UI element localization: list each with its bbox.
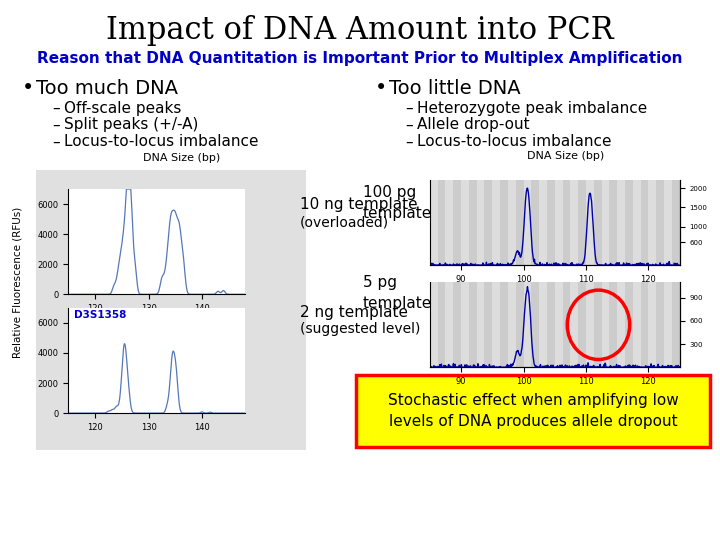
Text: Off-scale peaks: Off-scale peaks bbox=[64, 100, 181, 116]
Bar bbox=[617, 180, 625, 265]
Text: •: • bbox=[22, 78, 35, 98]
Bar bbox=[602, 180, 609, 265]
Text: Allele drop-out: Allele drop-out bbox=[417, 118, 530, 132]
Text: Locus-to-locus imbalance: Locus-to-locus imbalance bbox=[64, 134, 258, 150]
Bar bbox=[539, 180, 547, 265]
Bar bbox=[461, 282, 469, 367]
Bar bbox=[477, 180, 485, 265]
Text: Impact of DNA Amount into PCR: Impact of DNA Amount into PCR bbox=[106, 15, 614, 45]
Text: Heterozygote peak imbalance: Heterozygote peak imbalance bbox=[417, 100, 647, 116]
FancyBboxPatch shape bbox=[356, 375, 710, 447]
Text: Too much DNA: Too much DNA bbox=[36, 78, 178, 98]
Bar bbox=[430, 282, 438, 367]
Bar bbox=[649, 282, 656, 367]
Bar bbox=[554, 282, 562, 367]
Bar bbox=[649, 180, 656, 265]
Text: 2 ng template: 2 ng template bbox=[300, 305, 408, 320]
Text: Too little DNA: Too little DNA bbox=[389, 78, 521, 98]
Bar bbox=[477, 282, 485, 367]
Bar bbox=[461, 180, 469, 265]
Bar bbox=[664, 282, 672, 367]
Bar bbox=[633, 282, 641, 367]
Bar bbox=[570, 282, 578, 367]
Text: Relative Fluorescence (RFUs): Relative Fluorescence (RFUs) bbox=[13, 206, 23, 357]
Text: –: – bbox=[405, 100, 413, 116]
Bar bbox=[664, 180, 672, 265]
Bar bbox=[586, 180, 594, 265]
Text: •: • bbox=[375, 78, 387, 98]
Bar bbox=[554, 180, 562, 265]
Text: –: – bbox=[405, 134, 413, 150]
Text: 5 pg
template: 5 pg template bbox=[363, 275, 432, 311]
Text: Locus-to-locus imbalance: Locus-to-locus imbalance bbox=[417, 134, 611, 150]
Bar bbox=[523, 282, 531, 367]
Text: Stochastic effect when amplifying low
levels of DNA produces allele dropout: Stochastic effect when amplifying low le… bbox=[387, 393, 678, 429]
Bar bbox=[633, 180, 641, 265]
Text: –: – bbox=[405, 118, 413, 132]
FancyBboxPatch shape bbox=[36, 170, 306, 450]
Text: Split peaks (+/-A): Split peaks (+/-A) bbox=[64, 118, 199, 132]
Bar bbox=[446, 180, 454, 265]
Text: DNA Size (bp): DNA Size (bp) bbox=[143, 153, 220, 163]
Bar bbox=[492, 282, 500, 367]
Bar bbox=[523, 180, 531, 265]
Bar bbox=[446, 282, 454, 367]
Text: –: – bbox=[52, 134, 60, 150]
Bar bbox=[492, 180, 500, 265]
Text: 100 pg
template: 100 pg template bbox=[363, 185, 432, 221]
Text: –: – bbox=[52, 100, 60, 116]
Text: –: – bbox=[52, 118, 60, 132]
Bar bbox=[602, 282, 609, 367]
Text: 10 ng template: 10 ng template bbox=[300, 198, 418, 213]
Bar bbox=[508, 180, 516, 265]
Bar bbox=[430, 180, 438, 265]
Text: Reason that DNA Quantitation is Important Prior to Multiplex Amplification: Reason that DNA Quantitation is Importan… bbox=[37, 51, 683, 65]
Text: DNA Size (bp): DNA Size (bp) bbox=[527, 151, 605, 161]
Bar bbox=[586, 282, 594, 367]
Text: (overloaded): (overloaded) bbox=[300, 215, 389, 229]
Text: D3S1358: D3S1358 bbox=[73, 310, 126, 320]
Bar bbox=[570, 180, 578, 265]
Bar bbox=[617, 282, 625, 367]
Text: (suggested level): (suggested level) bbox=[300, 322, 420, 336]
Bar bbox=[539, 282, 547, 367]
Bar bbox=[508, 282, 516, 367]
